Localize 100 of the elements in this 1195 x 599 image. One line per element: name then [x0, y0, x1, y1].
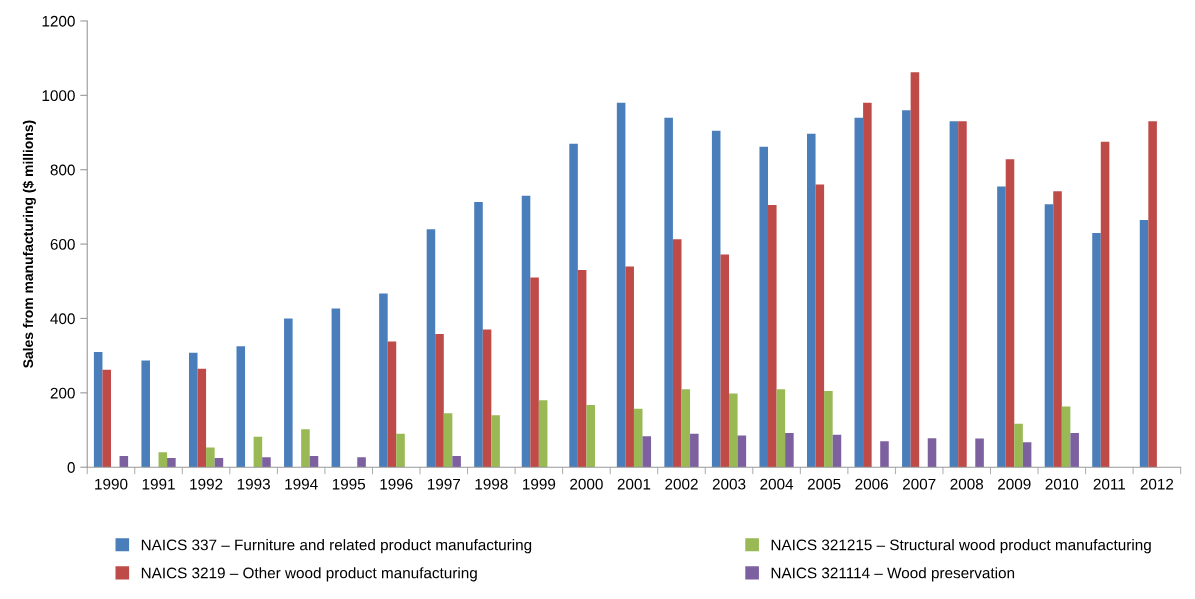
y-tick-label: 0: [67, 462, 75, 473]
bar: [949, 121, 959, 468]
bar: [880, 441, 889, 468]
y-tick-label: 1200: [42, 15, 75, 27]
bar: [681, 389, 691, 468]
bar: [1005, 159, 1015, 468]
bar: [443, 413, 453, 468]
bar: [720, 254, 730, 468]
x-tick-label: 2008: [950, 478, 984, 490]
x-tick-label: 2005: [807, 478, 841, 490]
bar: [236, 346, 246, 468]
bar: [958, 121, 967, 468]
x-tick-label: 2006: [855, 478, 888, 490]
bar: [616, 102, 626, 468]
bar: [1092, 232, 1101, 468]
x-tick-label: 2007: [902, 478, 936, 490]
x-tick-label: 1999: [523, 478, 556, 490]
bar: [1148, 121, 1157, 468]
bar: [1022, 442, 1032, 468]
bar: [815, 184, 825, 468]
bar: [262, 457, 271, 468]
y-tick-label: 800: [50, 164, 75, 176]
bar: [1139, 219, 1149, 468]
bar: [253, 436, 263, 468]
bar: [435, 334, 444, 468]
bar: [1053, 191, 1062, 468]
bar: [119, 456, 129, 468]
bar: [206, 447, 215, 468]
bar: [633, 408, 643, 468]
x-tick-label: 1998: [475, 478, 508, 490]
y-axis-title: Sales from manufacturing ($ millions): [22, 120, 36, 368]
legend-label: NAICS 3219 – Other wood product manufacturing: [141, 567, 477, 582]
bar: [832, 434, 842, 468]
x-tick-label: 1995: [332, 478, 366, 490]
bar: [530, 277, 539, 468]
y-tick-label: 1000: [42, 90, 75, 102]
bar: [158, 452, 168, 468]
bar: [1100, 141, 1110, 468]
bar: [387, 341, 397, 468]
bar: [759, 146, 769, 468]
legend-label: NAICS 337 – Furniture and related product manufacturing: [141, 539, 532, 554]
bar: [331, 308, 341, 468]
bar: [854, 117, 864, 468]
legend-label: NAICS 321215 – Structural wood product manufacturing: [771, 539, 1151, 554]
x-tick-label: 2009: [998, 478, 1031, 490]
bar: [474, 202, 483, 468]
y-tick-label: 600: [50, 238, 75, 250]
bar: [284, 318, 293, 468]
bar: [309, 456, 319, 468]
bar: [188, 352, 198, 468]
x-tick-label: 2011: [1093, 478, 1126, 490]
bar: [93, 351, 103, 468]
x-tick-label: 2010: [1045, 478, 1079, 490]
bar: [927, 438, 937, 468]
bar: [664, 117, 673, 468]
bar: [214, 457, 224, 468]
bar: [1061, 406, 1071, 468]
x-tick-label: 1991: [142, 478, 175, 490]
bar: [577, 270, 587, 468]
bar: [197, 368, 207, 468]
bar: [672, 239, 682, 468]
bar: [1070, 433, 1079, 468]
x-tick-label: 2003: [712, 478, 746, 490]
x-tick-label: 1994: [285, 478, 318, 490]
bar: [863, 102, 872, 468]
x-tick-label: 2002: [665, 478, 698, 490]
bar: [141, 360, 150, 468]
legend-label: NAICS 321114 – Wood preservation: [771, 567, 1015, 582]
bar: [806, 133, 816, 468]
x-tick-label: 2000: [570, 478, 603, 490]
bar: [482, 329, 492, 468]
bar: [491, 415, 500, 468]
bar: [785, 433, 794, 468]
x-tick-label: 1997: [427, 478, 461, 490]
bar: [586, 405, 595, 468]
x-tick-label: 1993: [237, 478, 270, 490]
x-tick-label: 2012: [1140, 478, 1174, 490]
bar: [102, 369, 112, 468]
bar: [569, 143, 578, 468]
bar: [625, 266, 634, 468]
x-tick-label: 1996: [380, 478, 413, 490]
x-tick-label: 2001: [617, 478, 651, 490]
bar: [729, 393, 738, 468]
bar: [910, 72, 920, 468]
bar: [357, 457, 366, 468]
bar: [690, 433, 699, 468]
bar: [452, 456, 461, 468]
x-tick-label: 1990: [95, 478, 128, 490]
bar: [642, 436, 652, 468]
bar: [711, 130, 721, 468]
bar: [1044, 204, 1054, 468]
bar: [776, 389, 786, 468]
bar: [426, 229, 436, 468]
bar: [737, 435, 747, 468]
bar: [396, 433, 405, 468]
x-tick-label: 2004: [760, 478, 794, 490]
x-tick-label: 1992: [190, 478, 223, 490]
bar: [1014, 423, 1023, 468]
y-tick-label: 400: [50, 313, 75, 325]
bar: [768, 205, 777, 468]
